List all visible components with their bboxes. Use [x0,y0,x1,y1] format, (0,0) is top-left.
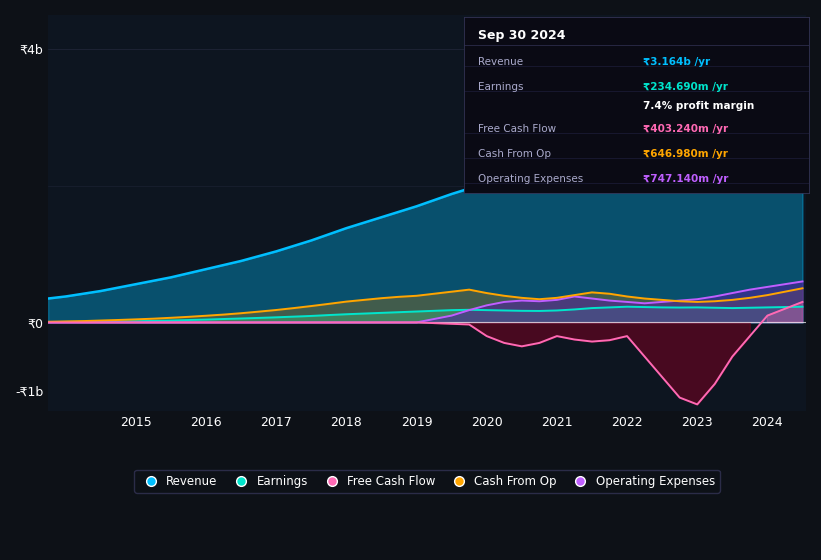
Text: ₹747.140m /yr: ₹747.140m /yr [643,174,728,184]
Text: Operating Expenses: Operating Expenses [478,174,583,184]
Text: Cash From Op: Cash From Op [478,149,551,159]
Text: Revenue: Revenue [478,57,523,67]
Text: ₹403.240m /yr: ₹403.240m /yr [643,124,728,134]
Text: ₹234.690m /yr: ₹234.690m /yr [643,82,728,92]
Legend: Revenue, Earnings, Free Cash Flow, Cash From Op, Operating Expenses: Revenue, Earnings, Free Cash Flow, Cash … [135,470,720,492]
Text: ₹3.164b /yr: ₹3.164b /yr [643,57,710,67]
Text: Earnings: Earnings [478,82,523,92]
Text: Free Cash Flow: Free Cash Flow [478,124,556,134]
Text: 7.4% profit margin: 7.4% profit margin [643,101,754,111]
Text: Sep 30 2024: Sep 30 2024 [478,29,565,42]
Text: ₹646.980m /yr: ₹646.980m /yr [643,149,728,159]
